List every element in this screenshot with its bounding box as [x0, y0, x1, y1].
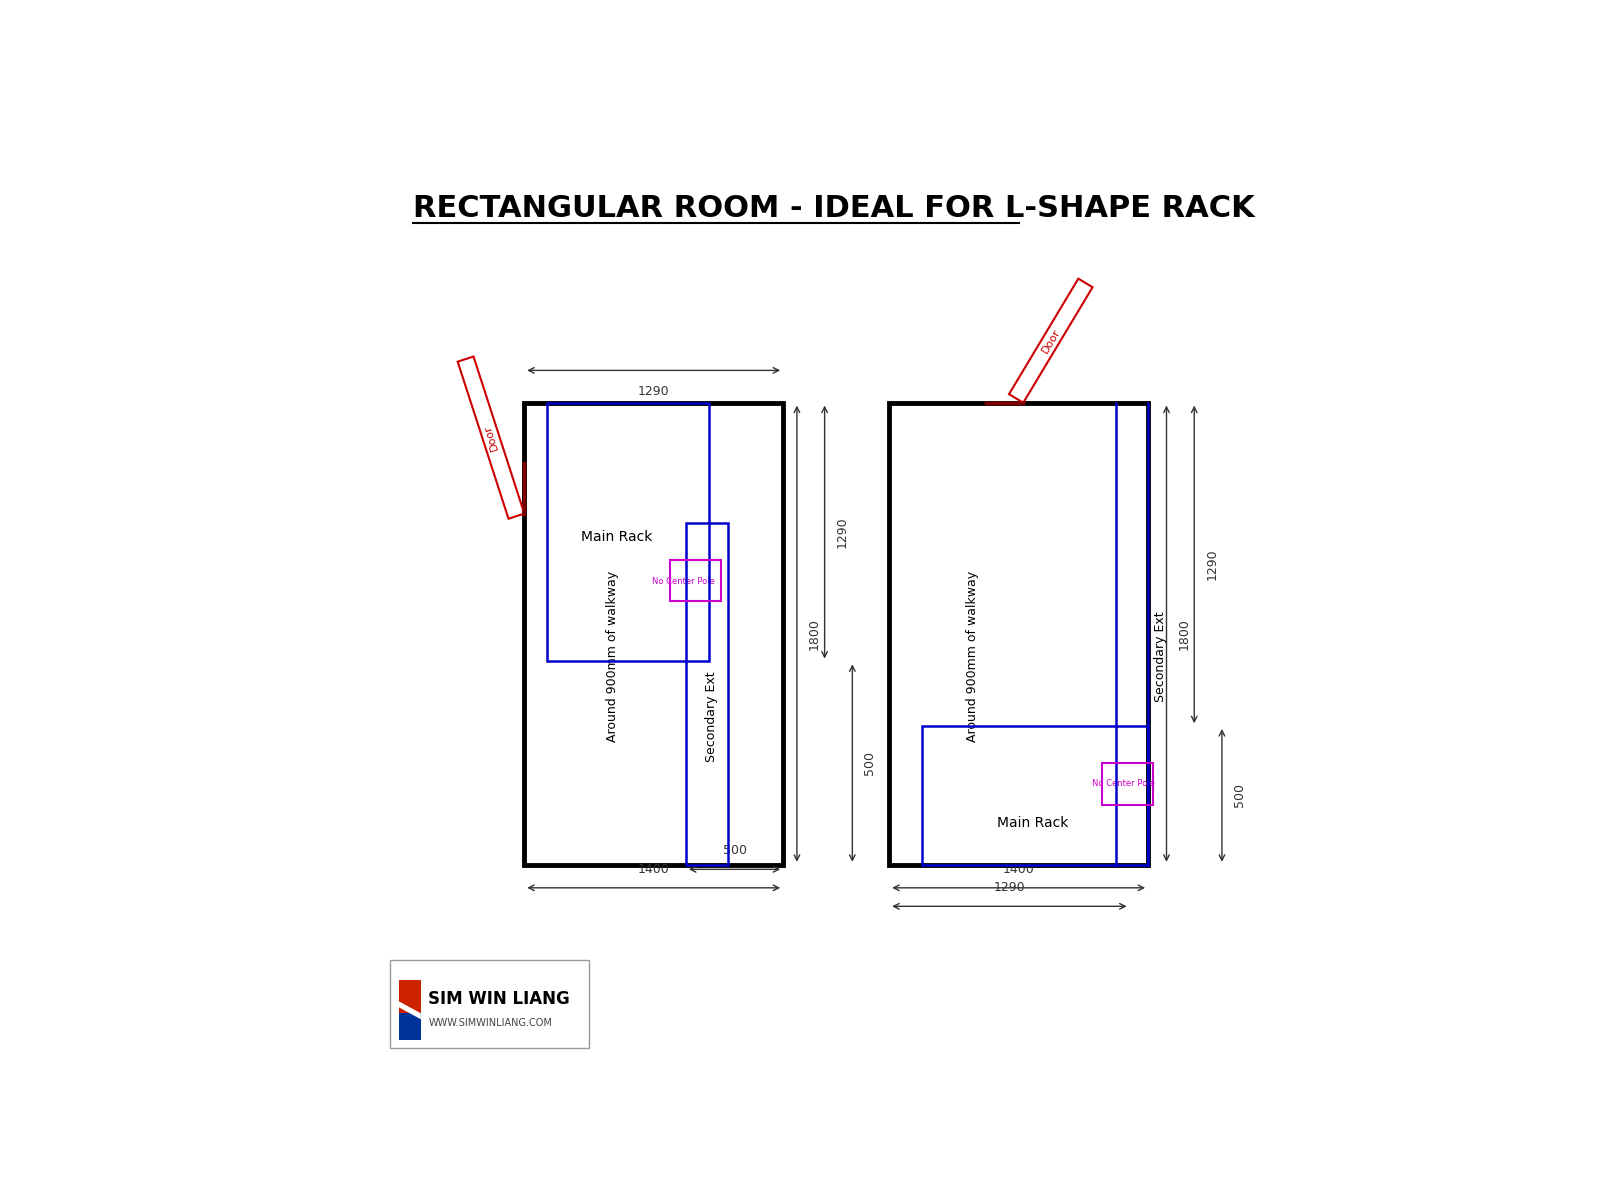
Text: RECTANGULAR ROOM - IDEAL FOR L-SHAPE RACK: RECTANGULAR ROOM - IDEAL FOR L-SHAPE RAC…	[413, 193, 1254, 222]
Text: Door: Door	[482, 424, 499, 452]
Text: Door: Door	[1040, 326, 1062, 355]
Bar	[390, 960, 589, 1048]
Text: 500: 500	[864, 751, 877, 775]
Polygon shape	[398, 980, 421, 1013]
Text: 1290: 1290	[994, 881, 1026, 894]
Polygon shape	[398, 1013, 421, 1040]
Text: 1400: 1400	[1003, 863, 1035, 876]
Text: 1800: 1800	[808, 618, 821, 649]
Bar	[890, 403, 1149, 865]
Bar	[1102, 763, 1152, 805]
Bar	[686, 523, 728, 865]
Text: 500: 500	[723, 845, 747, 857]
Text: WWW.SIMWINLIANG.COM: WWW.SIMWINLIANG.COM	[429, 1019, 552, 1028]
Text: Main Rack: Main Rack	[581, 529, 653, 544]
Text: Main Rack: Main Rack	[997, 816, 1069, 830]
Bar	[670, 559, 722, 601]
Text: No Center Pole: No Center Pole	[651, 576, 715, 586]
Text: SIM WIN LIANG: SIM WIN LIANG	[429, 990, 570, 1008]
Text: 1290: 1290	[1205, 548, 1218, 581]
Bar	[922, 726, 1149, 865]
Polygon shape	[398, 1001, 421, 1019]
Text: 1800: 1800	[1178, 618, 1190, 649]
Text: Secondary Ext: Secondary Ext	[1154, 612, 1166, 702]
Text: Around 900mm of walkway: Around 900mm of walkway	[966, 571, 979, 743]
Text: 1290: 1290	[638, 385, 669, 398]
Text: Secondary Ext: Secondary Ext	[706, 672, 718, 762]
Bar	[525, 403, 782, 865]
Text: 500: 500	[1234, 784, 1246, 808]
Text: 1400: 1400	[638, 863, 669, 876]
Text: 1290: 1290	[835, 516, 848, 548]
Text: No Center Pole: No Center Pole	[1091, 779, 1155, 788]
Bar	[547, 403, 709, 661]
Text: Around 900mm of walkway: Around 900mm of walkway	[605, 571, 619, 743]
